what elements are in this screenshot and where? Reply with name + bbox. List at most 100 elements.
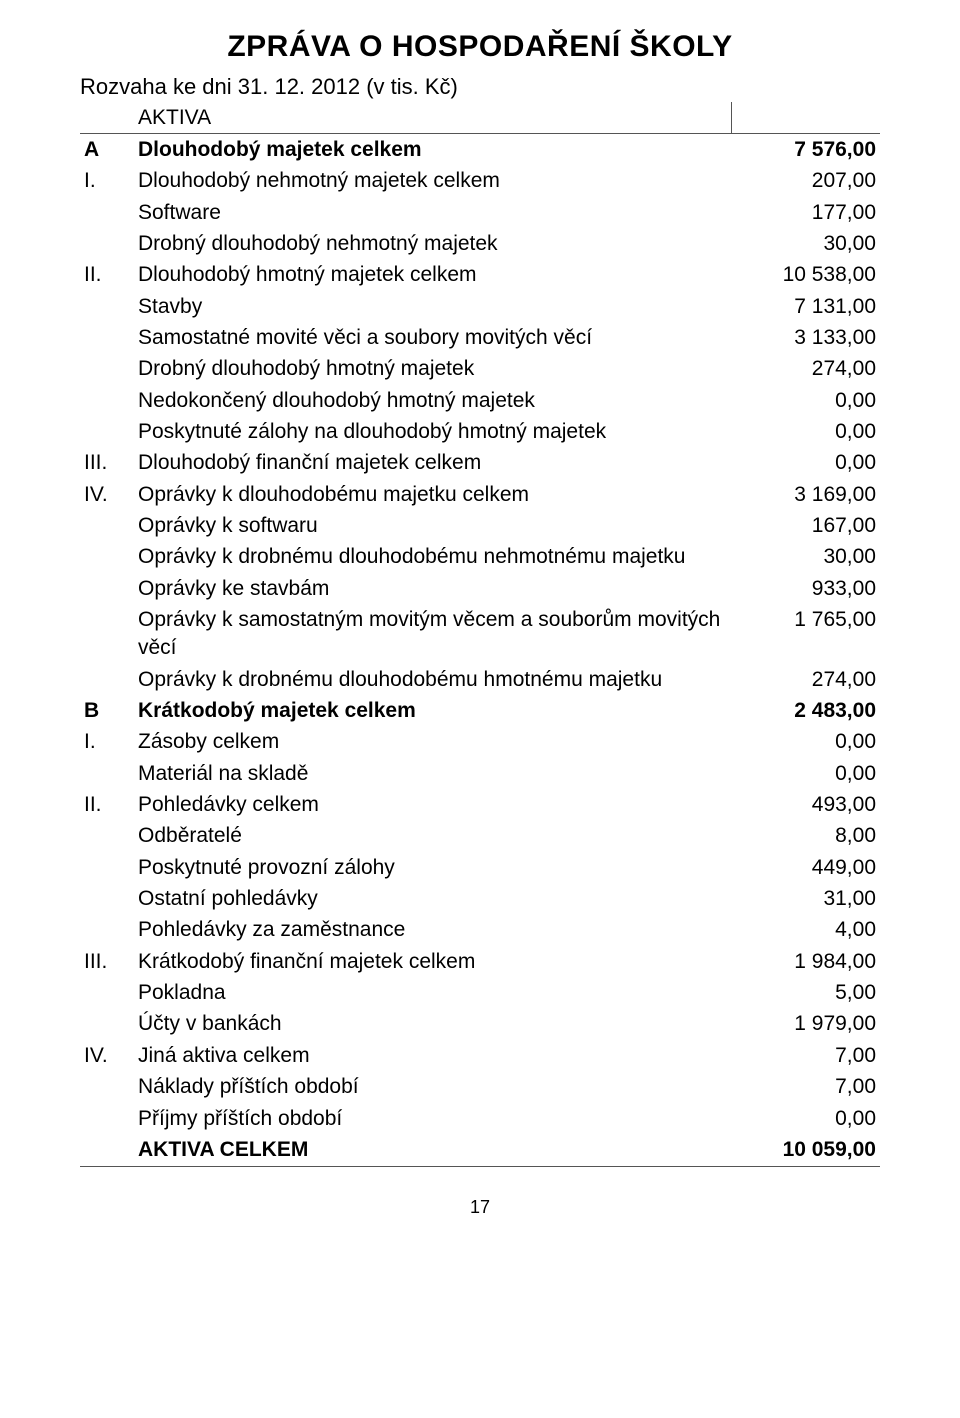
balance-table: AKTIVAADlouhodobý majetek celkem7 576,00… (80, 102, 880, 1167)
row-label: Jiná aktiva celkem (134, 1040, 732, 1071)
row-code (80, 978, 134, 1009)
row-code: I. (80, 727, 134, 758)
row-value: 449,00 (732, 852, 881, 883)
table-row: Ostatní pohledávky31,00 (80, 884, 880, 915)
row-label: Materiál na skladě (134, 758, 732, 789)
row-code (80, 510, 134, 541)
row-code: IV. (80, 479, 134, 510)
row-value (732, 102, 881, 134)
row-code (80, 542, 134, 573)
table-row: I.Dlouhodobý nehmotný majetek celkem207,… (80, 166, 880, 197)
row-value: 3 169,00 (732, 479, 881, 510)
row-label: Oprávky k drobnému dlouhodobému nehmotné… (134, 542, 732, 573)
row-value: 30,00 (732, 228, 881, 259)
row-value: 10 059,00 (732, 1134, 881, 1166)
row-value: 7 131,00 (732, 291, 881, 322)
table-row: Náklady příštích období7,00 (80, 1072, 880, 1103)
row-code: B (80, 696, 134, 727)
row-value: 4,00 (732, 915, 881, 946)
row-label: Poskytnuté provozní zálohy (134, 852, 732, 883)
row-code (80, 852, 134, 883)
row-label: Dlouhodobý nehmotný majetek celkem (134, 166, 732, 197)
table-row: Oprávky k drobnému dlouhodobému hmotnému… (80, 664, 880, 695)
table-row: III.Dlouhodobý finanční majetek celkem0,… (80, 448, 880, 479)
table-row: II.Dlouhodobý hmotný majetek celkem10 53… (80, 260, 880, 291)
row-label: Krátkodobý finanční majetek celkem (134, 946, 732, 977)
table-row: Oprávky k softwaru167,00 (80, 510, 880, 541)
row-value: 5,00 (732, 978, 881, 1009)
row-code (80, 416, 134, 447)
row-code: I. (80, 166, 134, 197)
row-code (80, 1009, 134, 1040)
row-value: 30,00 (732, 542, 881, 573)
row-code (80, 322, 134, 353)
table-row: Stavby7 131,00 (80, 291, 880, 322)
row-value: 1 765,00 (732, 605, 881, 665)
row-value: 1 984,00 (732, 946, 881, 977)
table-row: ADlouhodobý majetek celkem7 576,00 (80, 134, 880, 166)
row-value: 207,00 (732, 166, 881, 197)
table-row: AKTIVA CELKEM10 059,00 (80, 1134, 880, 1166)
table-row: Materiál na skladě0,00 (80, 758, 880, 789)
table-row: Účty v bankách1 979,00 (80, 1009, 880, 1040)
page-title: ZPRÁVA O HOSPODAŘENÍ ŠKOLY (80, 30, 880, 64)
row-code (80, 664, 134, 695)
row-value: 10 538,00 (732, 260, 881, 291)
table-row: IV.Oprávky k dlouhodobému majetku celkem… (80, 479, 880, 510)
row-code (80, 1072, 134, 1103)
row-value: 3 133,00 (732, 322, 881, 353)
table-row: Drobný dlouhodobý nehmotný majetek30,00 (80, 228, 880, 259)
row-label: AKTIVA (134, 102, 732, 134)
row-code (80, 1103, 134, 1134)
row-value: 1 979,00 (732, 1009, 881, 1040)
row-value: 0,00 (732, 416, 881, 447)
row-value: 493,00 (732, 790, 881, 821)
table-row: Příjmy příštích období0,00 (80, 1103, 880, 1134)
table-row: Oprávky ke stavbám933,00 (80, 573, 880, 604)
row-code: II. (80, 790, 134, 821)
table-row: Odběratelé8,00 (80, 821, 880, 852)
page-container: ZPRÁVA O HOSPODAŘENÍ ŠKOLY Rozvaha ke dn… (0, 0, 960, 1258)
row-label: Dlouhodobý hmotný majetek celkem (134, 260, 732, 291)
row-code: IV. (80, 1040, 134, 1071)
row-code: III. (80, 946, 134, 977)
row-value: 7,00 (732, 1072, 881, 1103)
row-label: Dlouhodobý finanční majetek celkem (134, 448, 732, 479)
row-label: Příjmy příštích období (134, 1103, 732, 1134)
row-label: Stavby (134, 291, 732, 322)
row-label: AKTIVA CELKEM (134, 1134, 732, 1166)
row-label: Pohledávky celkem (134, 790, 732, 821)
row-value: 7,00 (732, 1040, 881, 1071)
row-label: Samostatné movité věci a soubory movitýc… (134, 322, 732, 353)
row-value: 177,00 (732, 197, 881, 228)
table-row: II.Pohledávky celkem493,00 (80, 790, 880, 821)
row-code (80, 1134, 134, 1166)
row-value: 0,00 (732, 758, 881, 789)
row-value: 274,00 (732, 354, 881, 385)
row-label: Zásoby celkem (134, 727, 732, 758)
table-row: Poskytnuté provozní zálohy449,00 (80, 852, 880, 883)
table-row: Pokladna5,00 (80, 978, 880, 1009)
table-row: Drobný dlouhodobý hmotný majetek274,00 (80, 354, 880, 385)
table-row: Oprávky k drobnému dlouhodobému nehmotné… (80, 542, 880, 573)
page-subtitle: Rozvaha ke dni 31. 12. 2012 (v tis. Kč) (80, 74, 880, 100)
row-value: 7 576,00 (732, 134, 881, 166)
table-row: Pohledávky za zaměstnance4,00 (80, 915, 880, 946)
table-row: BKrátkodobý majetek celkem2 483,00 (80, 696, 880, 727)
row-code (80, 758, 134, 789)
table-row: Samostatné movité věci a soubory movitýc… (80, 322, 880, 353)
row-code (80, 354, 134, 385)
row-code (80, 884, 134, 915)
table-row: AKTIVA (80, 102, 880, 134)
row-label: Oprávky k softwaru (134, 510, 732, 541)
row-label: Drobný dlouhodobý hmotný majetek (134, 354, 732, 385)
row-value: 274,00 (732, 664, 881, 695)
row-label: Nedokončený dlouhodobý hmotný majetek (134, 385, 732, 416)
row-value: 0,00 (732, 448, 881, 479)
row-value: 8,00 (732, 821, 881, 852)
row-label: Ostatní pohledávky (134, 884, 732, 915)
row-code (80, 197, 134, 228)
row-label: Oprávky ke stavbám (134, 573, 732, 604)
row-label: Poskytnuté zálohy na dlouhodobý hmotný m… (134, 416, 732, 447)
row-value: 0,00 (732, 1103, 881, 1134)
